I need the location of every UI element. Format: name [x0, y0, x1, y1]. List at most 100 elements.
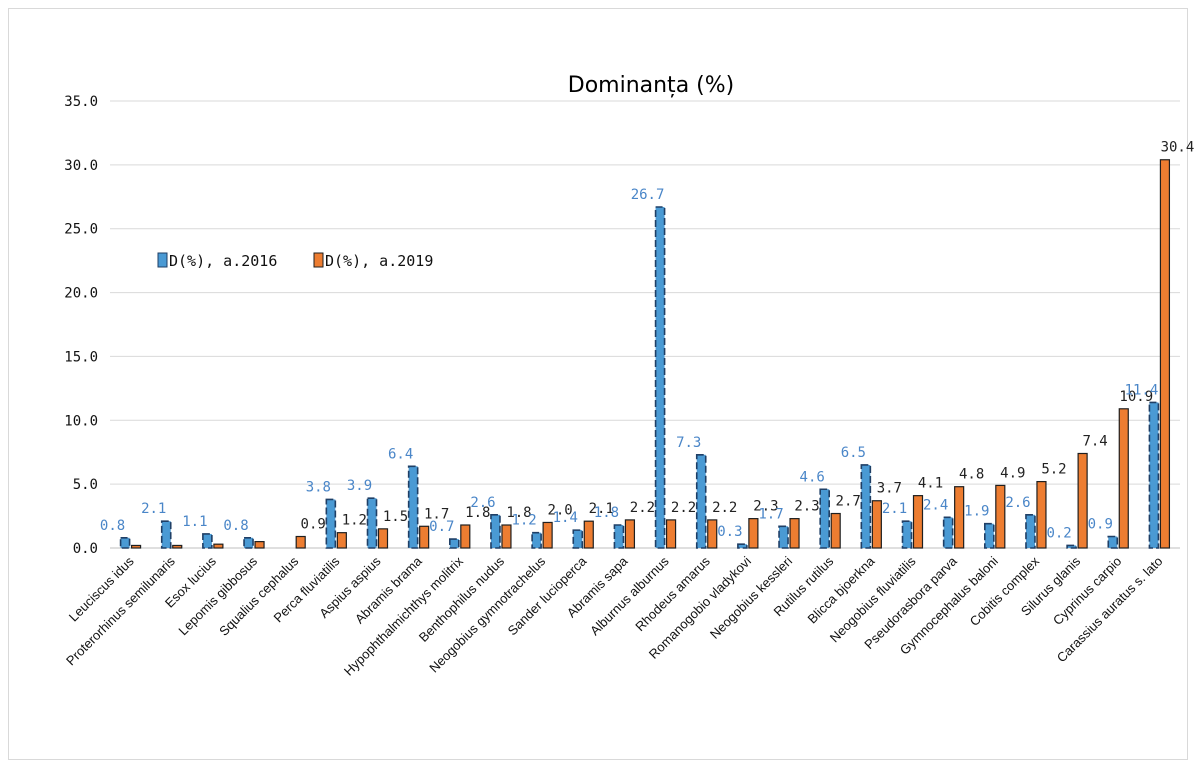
bar-2019 — [995, 484, 1006, 549]
bar-2016 — [1025, 513, 1036, 549]
bar-2019 — [130, 544, 142, 549]
bar-2019 — [789, 518, 800, 549]
y-tick-label: 5.0 — [73, 477, 98, 493]
data-label-2019: 30.4 — [1161, 140, 1195, 156]
data-label-2016: 0.2 — [1046, 525, 1071, 541]
bar-2019 — [501, 524, 512, 549]
bar-2019 — [748, 518, 759, 549]
bar-2019 — [336, 532, 347, 549]
legend-swatch-2019 — [313, 252, 324, 268]
y-tick-label: 35.0 — [64, 94, 98, 110]
bar-2016 — [613, 524, 625, 549]
data-label-2016: 1.2 — [511, 513, 536, 529]
data-label-2019: 10.9 — [1119, 389, 1153, 405]
data-label-2019: 4.8 — [959, 467, 984, 483]
bar-2019 — [912, 495, 924, 549]
data-label-2019: 3.7 — [877, 481, 902, 497]
bar-2019 — [377, 528, 389, 549]
data-label-2016: 6.5 — [841, 445, 866, 461]
data-label-2016: 3.9 — [347, 478, 372, 494]
bar-2019 — [213, 543, 224, 549]
data-label-2016: 2.6 — [470, 495, 495, 511]
y-tick-label: 15.0 — [64, 349, 98, 365]
data-label-2019: 2.0 — [547, 502, 572, 518]
bar-2019 — [460, 524, 471, 549]
data-label-2019: 2.2 — [671, 500, 696, 516]
data-label-2019: 2.7 — [836, 494, 861, 510]
data-label-2019: 0.9 — [301, 517, 326, 533]
data-label-2019: 1.7 — [424, 506, 449, 522]
bar-2019 — [583, 520, 594, 549]
bar-2016 — [984, 522, 995, 549]
data-label-2019: 5.2 — [1041, 462, 1066, 478]
bar-2016 — [737, 543, 748, 549]
bar-2016 — [407, 465, 419, 549]
data-label-2016: 11.4 — [1125, 382, 1159, 398]
chart-title: Dominanța (%) — [568, 73, 734, 98]
legend: D(%), a.2016 D(%), a.2019 — [157, 252, 433, 270]
data-label-2016: 4.6 — [800, 469, 825, 485]
bar-2016 — [202, 533, 213, 549]
bar-2016 — [490, 513, 501, 549]
data-label-2016: 0.8 — [100, 518, 125, 534]
bar-2016 — [860, 464, 872, 549]
legend-label-2019: D(%), a.2019 — [325, 252, 433, 270]
data-label-2016: 0.8 — [223, 518, 248, 534]
data-labels: 0.82.11.1 0.8 0.93.81.23.91.56.41.70.71.82… — [100, 140, 1194, 542]
bar-2016 — [119, 536, 131, 549]
bar-2016 — [325, 498, 337, 549]
bar-2016 — [695, 453, 707, 549]
bar-2019 — [1077, 452, 1088, 549]
data-label-2019: 2.2 — [630, 500, 655, 516]
data-label-2016: 0.7 — [429, 519, 454, 535]
data-label-2016: 2.1 — [141, 501, 166, 517]
bar-2016 — [1148, 401, 1160, 549]
y-tick-label: 20.0 — [64, 286, 98, 302]
data-label-2016: 1.7 — [758, 506, 783, 522]
bar-2016 — [160, 520, 172, 549]
bar-2019 — [1159, 159, 1171, 549]
data-label-2019: 1.8 — [506, 505, 531, 521]
bar-2019 — [542, 521, 553, 549]
data-label-2016: 6.4 — [388, 446, 413, 462]
data-label-2019: 4.1 — [918, 476, 943, 492]
data-label-2016: 3.8 — [306, 479, 331, 495]
data-label-2016: 1.8 — [594, 505, 619, 521]
data-label-2016: 7.3 — [676, 435, 701, 451]
y-tick-label: 0.0 — [73, 541, 98, 557]
data-label-2019: 1.2 — [342, 513, 367, 529]
data-label-2016: 2.6 — [1005, 495, 1030, 511]
data-label-2019: 2.3 — [794, 499, 819, 515]
bar-2016 — [1107, 535, 1119, 549]
bar-2019 — [954, 486, 965, 549]
bar-2016 — [531, 531, 542, 549]
data-label-2016: 1.1 — [182, 514, 207, 530]
bar-2019 — [172, 544, 183, 549]
y-tick-label: 10.0 — [64, 413, 98, 429]
bar-2016 — [778, 525, 789, 549]
data-label-2019: 2.1 — [589, 501, 614, 517]
data-label-2019: 7.4 — [1082, 433, 1107, 449]
bar-2019 — [295, 535, 306, 549]
y-axis-ticks: 0.0 5.0 10.0 15.0 20.0 25.0 30.0 35.0 — [64, 94, 98, 557]
bar-2019 — [830, 512, 841, 549]
y-tick-label: 30.0 — [64, 158, 98, 174]
legend-label-2016: D(%), a.2016 — [169, 252, 277, 270]
bar-2016 — [572, 529, 584, 549]
bars — [119, 159, 1171, 549]
bar-2016 — [819, 488, 830, 549]
bar-2019 — [1118, 408, 1129, 549]
bar-2019 — [624, 519, 636, 549]
bar-2016 — [366, 497, 378, 549]
data-label-2019: 2.3 — [753, 499, 778, 515]
bar-2016 — [942, 516, 954, 549]
data-label-2019: 1.5 — [383, 509, 408, 525]
bar-2019 — [707, 519, 718, 549]
data-label-2016: 2.4 — [923, 497, 948, 513]
x-tick-label: Rhodeus amarus — [632, 553, 713, 634]
data-label-2016: 26.7 — [631, 187, 665, 203]
data-label-2016: 0.3 — [717, 524, 742, 540]
data-label-2016: 1.4 — [553, 510, 578, 526]
